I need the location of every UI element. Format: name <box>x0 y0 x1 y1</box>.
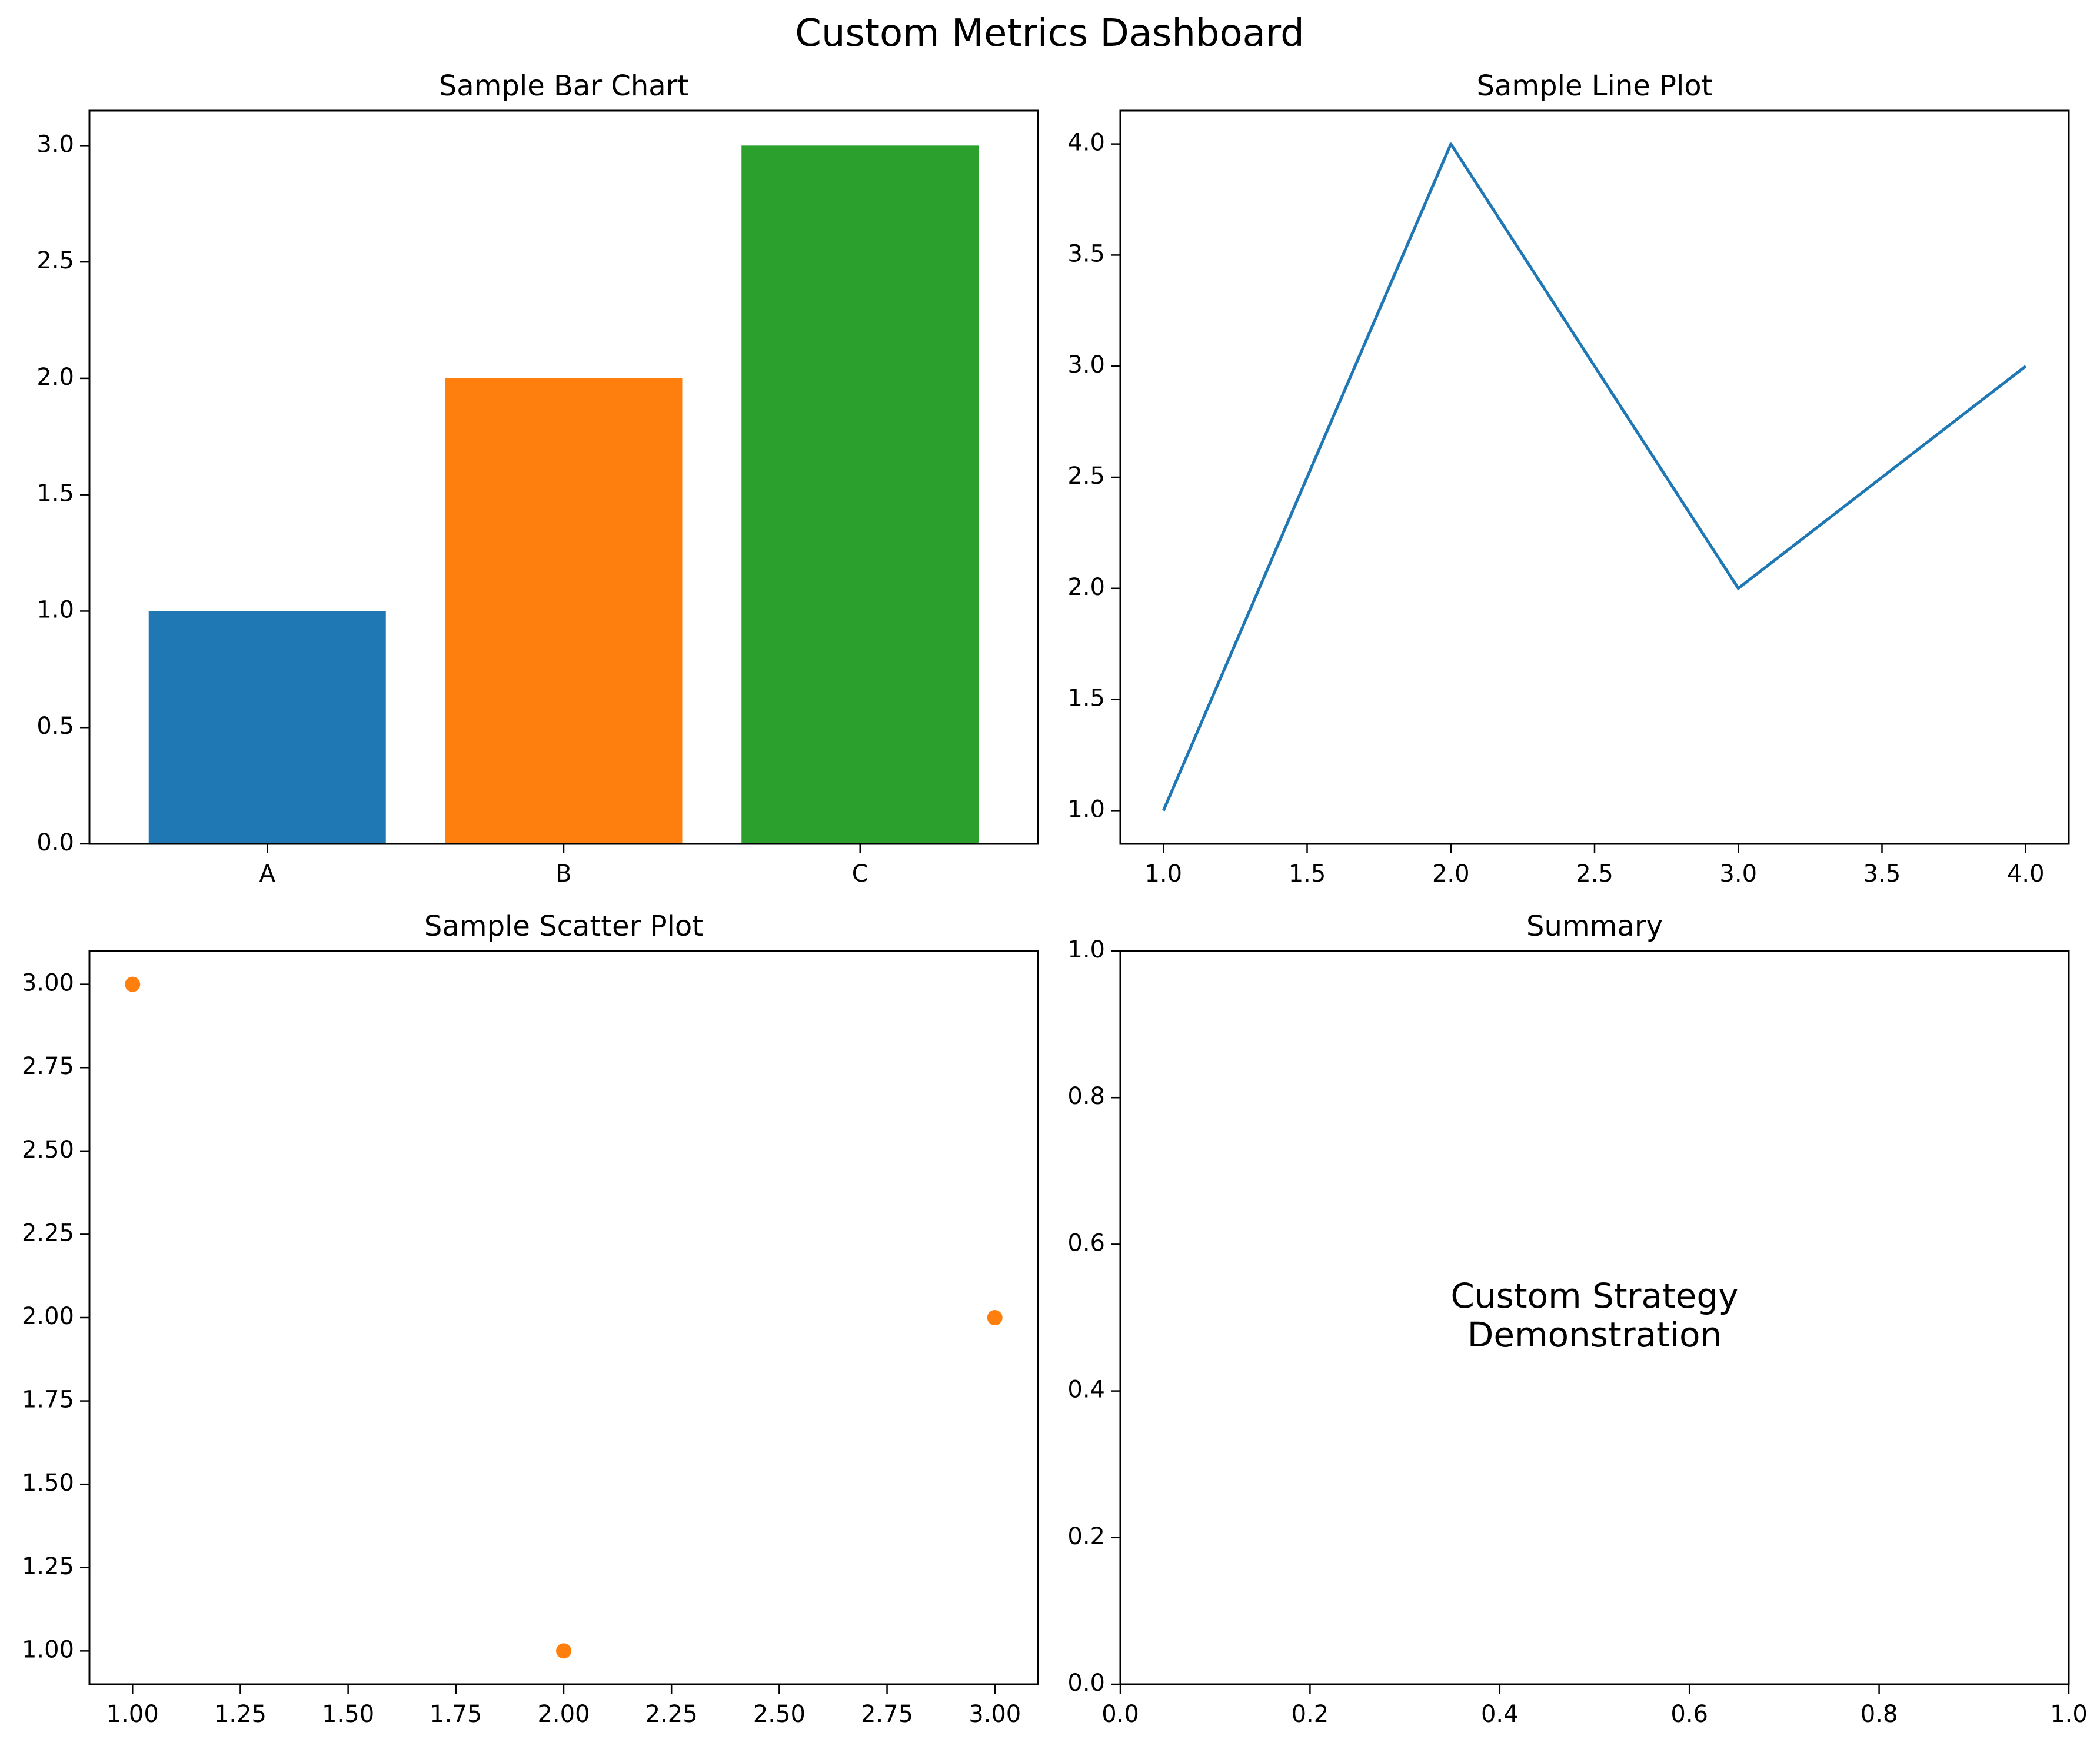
summary-text-line-2: Demonstration <box>1467 1315 1722 1355</box>
y-tick-label: 1.0 <box>36 596 74 623</box>
y-tick-label: 2.5 <box>36 247 74 274</box>
axes-frame <box>1119 109 2070 845</box>
x-tick-label: 2.5 <box>1576 860 1613 887</box>
x-tick-label: 0.2 <box>1292 1701 1329 1728</box>
y-tick-label: 0.6 <box>1067 1229 1105 1256</box>
axes-title: Sample Line Plot <box>1477 69 1713 102</box>
x-tick-label: 1.50 <box>322 1701 374 1728</box>
y-tick-label: 2.25 <box>22 1219 74 1246</box>
x-tick-label: 0.4 <box>1481 1701 1519 1728</box>
y-tick-label: 0.0 <box>1067 1670 1105 1697</box>
x-tick-label: 3.00 <box>969 1701 1021 1728</box>
y-tick-label: 1.5 <box>36 480 74 507</box>
x-tick-label: 2.50 <box>753 1701 806 1728</box>
x-tick-label: 1.5 <box>1289 860 1326 887</box>
scatter-point-1 <box>125 976 141 992</box>
x-tick-label: 0.0 <box>1101 1701 1139 1728</box>
x-tick-label: 2.25 <box>645 1701 698 1728</box>
y-tick-label: 2.75 <box>22 1053 74 1080</box>
figure-title: Custom Metrics Dashboard <box>795 12 1304 55</box>
axes-frame <box>88 950 1039 1685</box>
x-tick-label: 3.5 <box>1863 860 1901 887</box>
x-tick-label: 0.8 <box>1861 1701 1898 1728</box>
summary-text-line-1: Custom Strategy <box>1450 1276 1738 1316</box>
y-tick-label: 0.5 <box>36 713 74 740</box>
x-tick-label: 4.0 <box>2007 860 2045 887</box>
y-tick-label: 2.50 <box>22 1136 74 1163</box>
y-tick-label: 2.5 <box>1067 463 1105 490</box>
y-tick-label: 0.4 <box>1067 1376 1105 1404</box>
panel-1-bar: Sample Bar Chart 0.0 0.5 1.0 1.5 2.0 2.5 3.0 A B C <box>36 69 1039 887</box>
y-tick-label: 1.25 <box>22 1553 74 1580</box>
y-tick-label: 0.2 <box>1067 1523 1105 1550</box>
x-tick-label: A <box>259 860 276 887</box>
bar-A <box>148 611 386 844</box>
y-tick-label: 1.0 <box>1067 936 1105 963</box>
scatter-point-2 <box>556 1643 571 1659</box>
bar-B <box>445 378 683 844</box>
axes-title: Sample Bar Chart <box>439 69 688 102</box>
x-tick-label: 0.6 <box>1670 1701 1708 1728</box>
y-tick-label: 3.00 <box>22 970 74 997</box>
x-tick-label: B <box>555 860 571 887</box>
panel-2-line: Sample Line Plot 1.0 1.5 2.0 2.5 3.0 3.5 4.0 1.0… <box>1067 69 2070 887</box>
y-tick-label: 1.50 <box>22 1469 74 1497</box>
y-tick-label: 3.0 <box>1067 351 1105 378</box>
y-tick-label: 1.75 <box>22 1386 74 1414</box>
axes-title: Summary <box>1526 910 1663 943</box>
scatter-point-3 <box>987 1310 1003 1325</box>
bar-C <box>741 145 979 844</box>
y-tick-label: 2.0 <box>36 364 74 391</box>
x-tick-label: 2.75 <box>861 1701 913 1728</box>
y-tick-label: 1.0 <box>1067 796 1105 823</box>
panel-3-scatter: Sample Scatter Plot 1.00 1.25 1.50 1.75 2.00 2… <box>22 910 1039 1728</box>
y-tick-label: 2.0 <box>1067 574 1105 601</box>
y-tick-label: 4.0 <box>1067 129 1105 157</box>
y-tick-label: 1.5 <box>1067 685 1105 712</box>
x-tick-label: C <box>852 860 868 887</box>
y-tick-label: 3.0 <box>36 131 74 158</box>
x-tick-label: 1.25 <box>214 1701 267 1728</box>
y-tick-label: 0.8 <box>1067 1083 1105 1110</box>
x-tick-label: 3.0 <box>1719 860 1757 887</box>
chart-panels: Sample Bar Chart 0.0 0.5 1.0 1.5 2.0 2.5 3.0 A B C… <box>22 69 2088 1728</box>
x-tick-label: 1.0 <box>2050 1701 2088 1728</box>
y-tick-label: 3.5 <box>1067 240 1105 267</box>
axes-frame <box>1119 950 2070 1685</box>
y-tick-label: 2.00 <box>22 1303 74 1330</box>
axes-title: Sample Scatter Plot <box>424 910 703 943</box>
line-series <box>1162 142 2027 812</box>
x-tick-label: 1.00 <box>107 1701 159 1728</box>
x-tick-label: 1.75 <box>430 1701 482 1728</box>
x-tick-label: 2.00 <box>537 1701 590 1728</box>
y-tick-label: 1.00 <box>22 1636 74 1663</box>
y-tick-label: 0.0 <box>36 829 74 856</box>
x-tick-label: 1.0 <box>1144 860 1182 887</box>
x-tick-label: 2.0 <box>1432 860 1470 887</box>
